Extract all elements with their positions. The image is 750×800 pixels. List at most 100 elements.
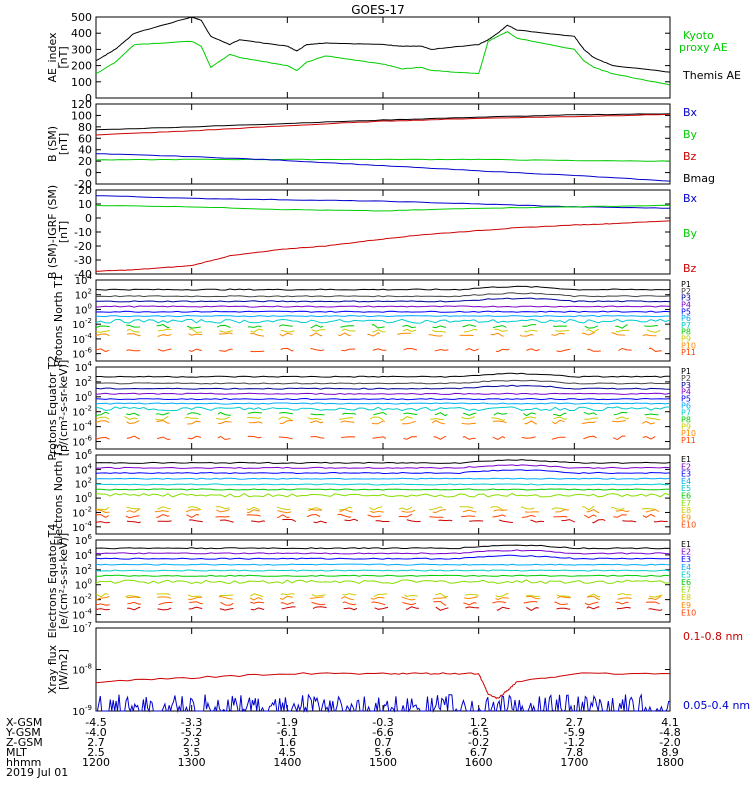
legend-item: E3 [681, 470, 691, 479]
x-axis-labels: X-GSM -4.5 -3.3 -1.9 -0.3 1.2 2.7 4.1 Y-GSM -4.0 -… [5, 716, 684, 779]
x-row-value: 0.7 [374, 736, 392, 749]
y-tick-label: 500 [71, 11, 92, 24]
y-axis-label: B (SM)[nT] [46, 126, 70, 162]
series-themis-ae [95, 16, 671, 73]
y-axis-label: Electrons North T3 [52, 443, 65, 545]
x-row-label: Y-GSM [5, 726, 41, 739]
y-axis-label: B (SM)-IGRF (SM)[nT] [46, 185, 70, 279]
series-e3 [95, 554, 671, 560]
series-p5 [95, 397, 671, 401]
series-bx [95, 153, 671, 182]
series-e6 [95, 488, 671, 491]
y-tick-label: -30 [74, 254, 92, 267]
series-e10 [95, 600, 671, 606]
series-0-05-0-4-nm [96, 693, 671, 713]
x-row-value: -4.0 [85, 726, 106, 739]
y-tick-label: 100 [75, 491, 92, 505]
y-tick-label: 10-2 [72, 405, 92, 419]
series-e10 [95, 606, 671, 611]
x-row-value: 1.6 [279, 736, 297, 749]
y-tick-label: 80 [78, 121, 92, 134]
x-row-value: 1300 [178, 756, 206, 769]
series-e4 [95, 477, 671, 480]
legend-item: P1 [681, 367, 691, 376]
y-tick-label: 40 [78, 144, 92, 157]
legend-item: P4 [681, 388, 691, 397]
legend-item: Bmag [683, 172, 715, 185]
legend-item: P2 [681, 287, 691, 296]
x-row-label: X-GSM [6, 716, 42, 729]
legend-item: E2 [681, 548, 691, 557]
x-row-label: Z-GSM [6, 736, 43, 749]
series-0-1-0-8-nm [95, 672, 671, 700]
series-e7 [95, 579, 671, 585]
y-tick-label: -10 [74, 226, 92, 239]
legend-item: Bz [683, 262, 697, 275]
legend-item: Themis AE [682, 69, 741, 82]
y-tick-label: 100 [71, 109, 92, 122]
series-p6 [95, 402, 671, 405]
legend-item: Kyoto [683, 29, 714, 42]
x-row-value: 6.7 [470, 746, 488, 759]
legend-item: P5 [681, 395, 691, 404]
legend-item: P3 [681, 294, 691, 303]
y-tick-label: 104 [75, 548, 93, 562]
series-p9 [95, 328, 671, 334]
legend-item: E7 [681, 586, 691, 595]
series-e9 [95, 508, 671, 514]
series-e8 [95, 592, 671, 598]
y-tick-label: 200 [71, 60, 92, 73]
y-tick-label: 0 [85, 167, 92, 180]
series-by [95, 158, 671, 162]
y-tick-label: 10-9 [72, 704, 92, 718]
legend-item: P10 [681, 429, 696, 438]
series-p3 [95, 384, 671, 390]
series-p1 [96, 372, 671, 378]
series-e9 [95, 595, 671, 601]
legend-item: E1 [681, 540, 691, 549]
legend-item: P7 [681, 321, 691, 330]
y-tick-label: 104 [75, 360, 93, 374]
legend-item: E10 [681, 608, 696, 617]
legend-item: P1 [681, 280, 691, 289]
x-row-value: 1400 [273, 756, 301, 769]
panel-frame [95, 16, 671, 99]
x-row-value: 4.5 [279, 746, 297, 759]
x-row-value: -2.0 [659, 736, 680, 749]
x-row-value: 1800 [656, 756, 684, 769]
legend-item: P2 [681, 374, 691, 383]
series-p6 [95, 314, 671, 318]
series-p5 [95, 310, 671, 313]
y-tick-label: 10-8 [72, 663, 92, 677]
y-tick-label: -40 [74, 268, 92, 281]
x-row-value: 4.1 [661, 716, 679, 729]
legend-item: By [683, 227, 698, 240]
x-row-value: 2.3 [183, 736, 201, 749]
y-tick-label: 400 [71, 27, 92, 40]
panel-frame [95, 189, 671, 275]
legend-item: P6 [681, 402, 691, 411]
legend-item: E7 [681, 499, 691, 508]
series-p10 [95, 332, 671, 337]
series-kyoto-proxy-ae [95, 30, 671, 86]
series-p8 [95, 324, 671, 329]
y-tick-label: -20 [74, 178, 92, 191]
legend-item: P3 [681, 381, 691, 390]
y-tick-label: 10-4 [72, 520, 92, 534]
y-tick-label: 104 [75, 462, 93, 476]
y-tick-label: 10-4 [72, 332, 92, 346]
series-bz [95, 220, 671, 272]
y-tick-label: 0 [85, 212, 92, 225]
legend-item: P5 [681, 307, 691, 316]
y-tick-label: 102 [75, 477, 92, 491]
x-row-value: -1.9 [277, 716, 298, 729]
x-row-value: -1.2 [564, 736, 585, 749]
y-tick-label: 100 [75, 390, 92, 404]
legend-item: E8 [681, 506, 691, 515]
